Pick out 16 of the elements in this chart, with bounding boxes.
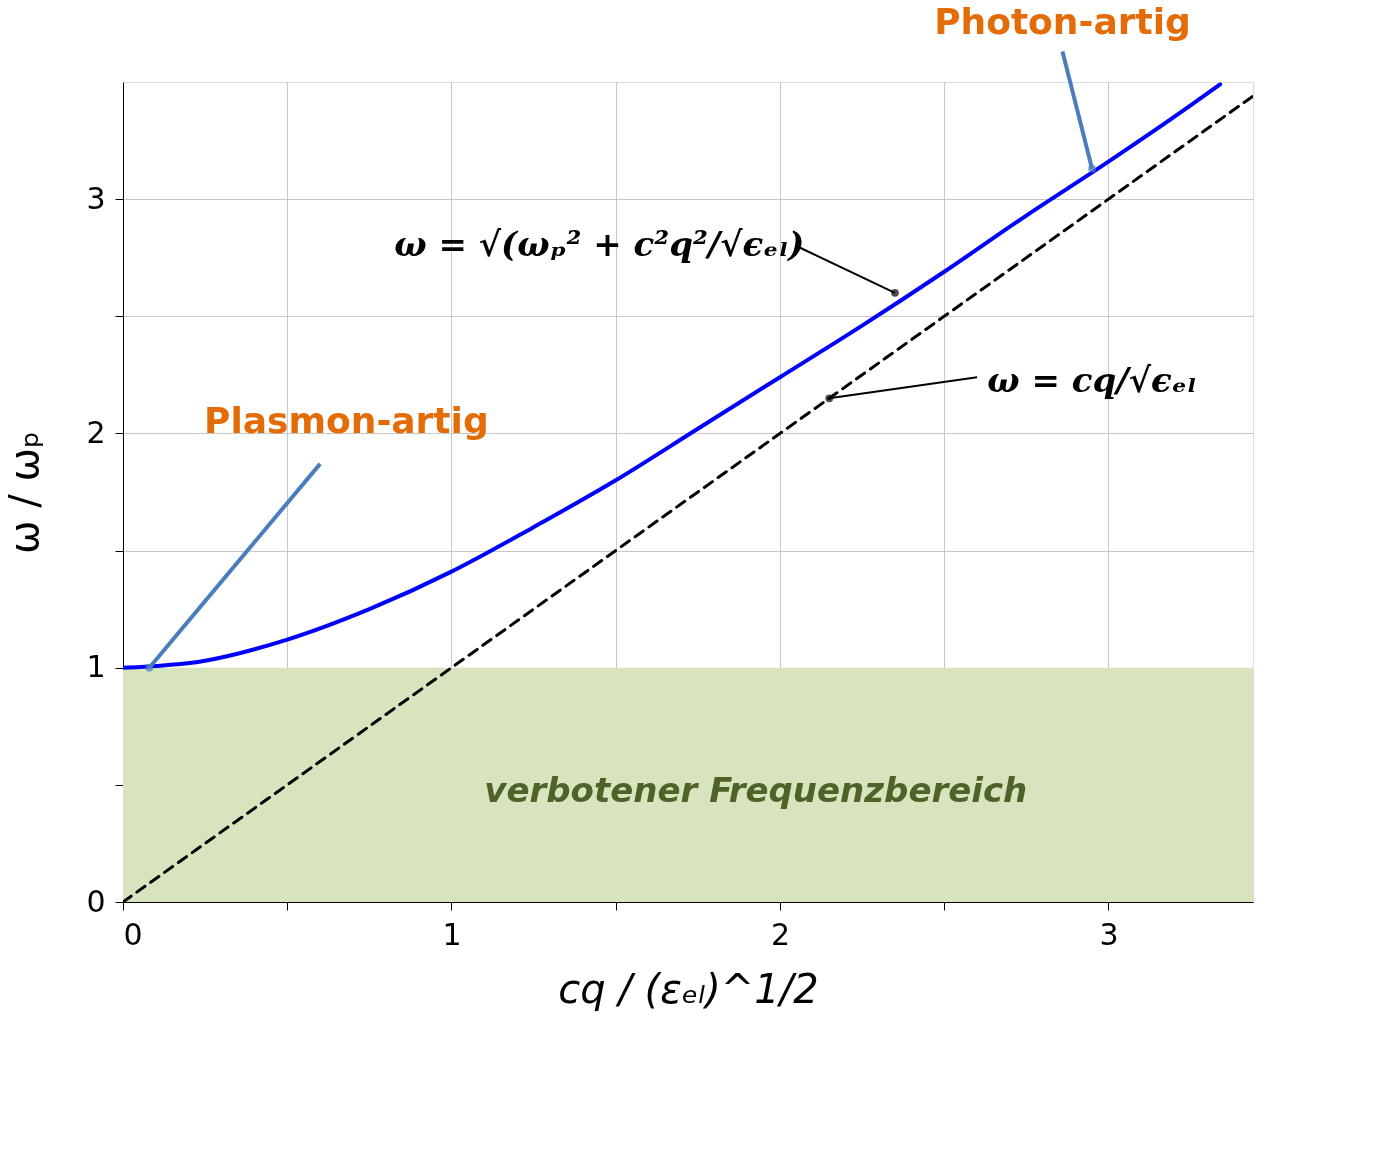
line-series <box>123 82 1223 670</box>
annotation: Photon-artig <box>934 1 1191 43</box>
annotation: Plasmon-artig <box>204 399 489 441</box>
y-axis-title: ω / ωₚ <box>1 430 48 555</box>
annotation: ω = cq/√ϵₑₗ <box>987 359 1197 400</box>
x-tick-label: 1 <box>442 916 462 952</box>
y-tick-label: 0 <box>86 883 106 919</box>
x-tick-label: 3 <box>1099 916 1119 952</box>
x-tick-label: 0 <box>123 916 143 952</box>
y-tick-label: 2 <box>86 414 106 450</box>
band-label: verbotener Frequenzbereich <box>484 769 1028 810</box>
y-tick-label: 1 <box>86 649 106 685</box>
y-tick-label: 3 <box>86 180 106 216</box>
x-tick-label: 2 <box>770 916 791 952</box>
annotation: ω = √(ωₚ² + c²q²/√ϵₑₗ) <box>394 224 805 264</box>
x-axis-title: cq / (εₑₗ)^1/2 <box>558 965 819 1012</box>
